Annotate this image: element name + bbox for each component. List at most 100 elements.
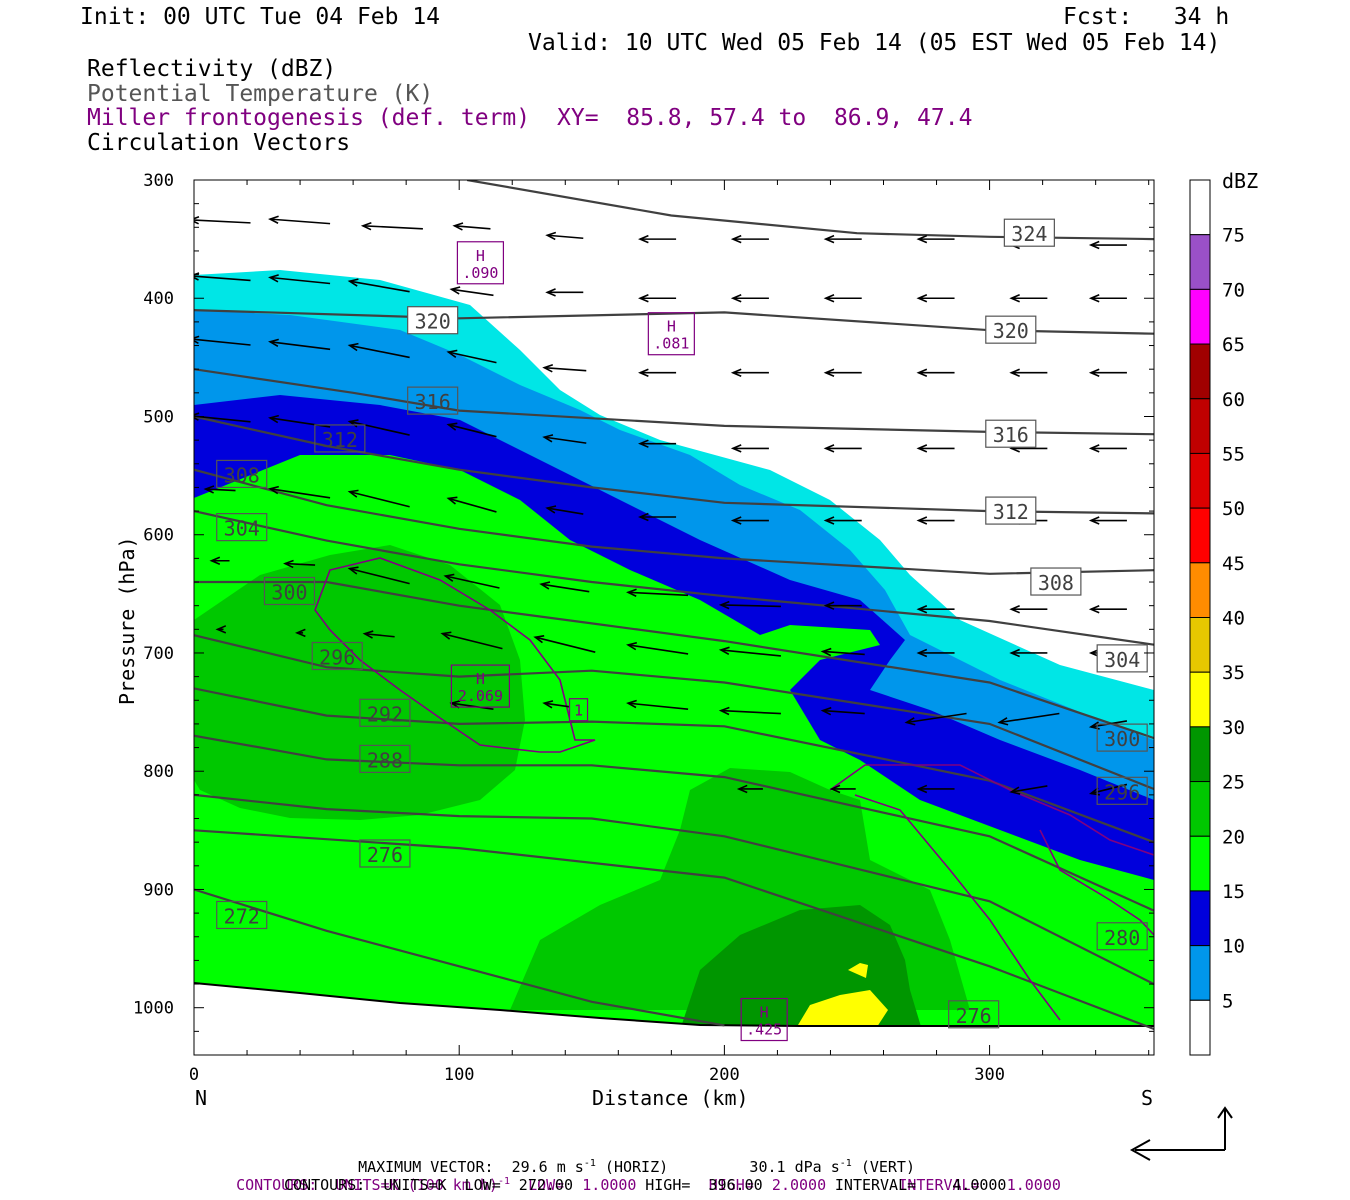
vector-arrow [638, 368, 677, 377]
vector-arrow [533, 635, 596, 653]
theta-contour-292 [194, 687, 1154, 844]
vector-arrow [545, 231, 584, 241]
vector-arrow [1088, 368, 1127, 377]
fronto-max-letter: H [667, 318, 676, 336]
fronto-max-label: H.081 [647, 312, 695, 356]
vector-arrow [1009, 604, 1048, 614]
cross-section-coords: XY= 85.8, 57.4 to 86.9, 47.4 [557, 105, 973, 131]
vector-arrow [718, 600, 781, 610]
theta-label: 316 [985, 419, 1037, 448]
colorbar-swatch [1189, 179, 1211, 236]
theta-label: 272 [216, 900, 268, 930]
fronto-max-label: H.090 [456, 241, 505, 285]
theta-label-text: 320 [415, 310, 451, 334]
theta-label-text: 276 [956, 1004, 992, 1028]
colorbar-swatch [1189, 890, 1211, 947]
colorbar-swatch [1189, 234, 1211, 290]
vector-arrow [283, 559, 316, 569]
theta-label: 296 [311, 641, 363, 671]
colorbar: 75 70 65 60 55 50 45 40 35 30 25 20 15 10 5 [1189, 179, 1245, 1056]
vector-arrow [823, 516, 862, 525]
y-tick-label: 300 [143, 171, 174, 191]
vector-arrow [823, 601, 862, 610]
fronto-max-label: H.425 [740, 997, 788, 1042]
vector-arrow [203, 485, 236, 494]
field-vectors: Circulation Vectors [87, 130, 351, 156]
vector-arrow [1088, 240, 1127, 250]
theta-label: 324 [1003, 218, 1055, 247]
colorbar-swatch [1189, 945, 1211, 1001]
theta-label: 312 [985, 496, 1037, 525]
y-tick-label: 700 [143, 644, 174, 664]
vector-arrow [823, 444, 862, 453]
plot-frame [193, 179, 1155, 1056]
footer-horiz-vert: (HORIZ) 30.1 dPa s [604, 1158, 840, 1176]
theta-label-text: 292 [367, 702, 403, 726]
vector-arrow [916, 784, 955, 794]
colorbar-label: 30 [1222, 717, 1245, 739]
vector-arrow [1088, 294, 1127, 303]
reflectivity-field: 324 320 320 316 316 312 312 308 308 304 304 300 300 2… [194, 180, 1154, 1042]
x-tick-label: 300 [974, 1065, 1005, 1085]
field-frontogenesis: Miller frontogenesis (def. term) [87, 105, 531, 131]
fronto-max-value: .425 [746, 1021, 782, 1039]
y-tick-label: 800 [143, 762, 174, 782]
theta-label-text: 316 [993, 423, 1029, 447]
theta-label: 300 [263, 576, 316, 606]
theta-contour-296 [194, 634, 1154, 791]
vector-arrow [347, 278, 410, 293]
vector-arrow [440, 631, 503, 650]
axis-ticks: 300 400 500 600 700 800 900 1000 0 100 200 300 [133, 171, 1154, 1085]
vector-arrow [638, 294, 677, 303]
theta-label-text: 272 [224, 904, 260, 928]
colorbar-swatch [1189, 507, 1211, 564]
theta-contour-280 [194, 793, 1154, 986]
theta-label-text: 320 [993, 319, 1029, 343]
theta-label-text: 308 [224, 463, 260, 487]
vector-arrow [194, 335, 251, 346]
vector-arrow [1009, 368, 1048, 377]
theta-labels: 324 320 320 316 316 312 312 308 308 304 304 300 300 2… [216, 218, 1148, 1029]
colorbar-label: 35 [1222, 662, 1245, 684]
north-end-label: N [195, 1086, 207, 1110]
theta-contour-288 [194, 734, 1154, 912]
theta-label-text: 316 [415, 390, 451, 414]
colorbar-label: 40 [1222, 608, 1245, 630]
fronto-contour-label-text: 1 [574, 702, 583, 720]
footer-sup-2: -1 [839, 1158, 852, 1169]
theta-label: 300 [1096, 723, 1148, 752]
init-time: Init: 00 UTC Tue 04 Feb 14 [80, 4, 441, 30]
footer-vert: (VERT) [860, 1158, 915, 1176]
footer-sup-3: -1 [497, 1176, 511, 1187]
theta-contour-304 [194, 510, 1154, 646]
frontogenesis-contours [314, 557, 1154, 1021]
y-tick-label: 400 [143, 289, 174, 309]
fronto-max-letter: H [476, 670, 485, 688]
terrain-line [194, 982, 1154, 1027]
x-tick-label: 200 [709, 1065, 740, 1085]
vector-arrow [820, 706, 865, 716]
theta-label-text: 304 [1104, 648, 1140, 672]
footer-sup-1: -1 [583, 1158, 596, 1169]
colorbar-label: 55 [1222, 443, 1245, 465]
fronto-max-value: .081 [653, 335, 689, 353]
footer-fronto-contours: CONTOURS: UNITS=K (100 km h)-1 LOW= 1.00… [218, 1158, 1061, 1194]
theta-contour-276 [194, 829, 1154, 1031]
fronto-contour-3 [854, 794, 1061, 1021]
colorbar-label: 15 [1222, 881, 1245, 903]
colorbar-label: 10 [1222, 936, 1245, 958]
vector-arrow [268, 274, 331, 285]
vector-arrow [209, 556, 230, 565]
colorbar-label: 75 [1222, 225, 1245, 247]
theta-label: 316 [407, 386, 459, 415]
vector-arrow [545, 288, 584, 297]
vector-arrow [347, 566, 410, 585]
x-axis-label: Distance (km) [592, 1086, 749, 1110]
theta-label: 288 [359, 744, 411, 773]
reference-vector [1129, 1106, 1233, 1161]
vector-arrow [638, 439, 677, 448]
theta-label-text: 304 [224, 517, 260, 541]
vector-arrow [626, 588, 689, 597]
x-tick-label: 0 [189, 1065, 199, 1085]
